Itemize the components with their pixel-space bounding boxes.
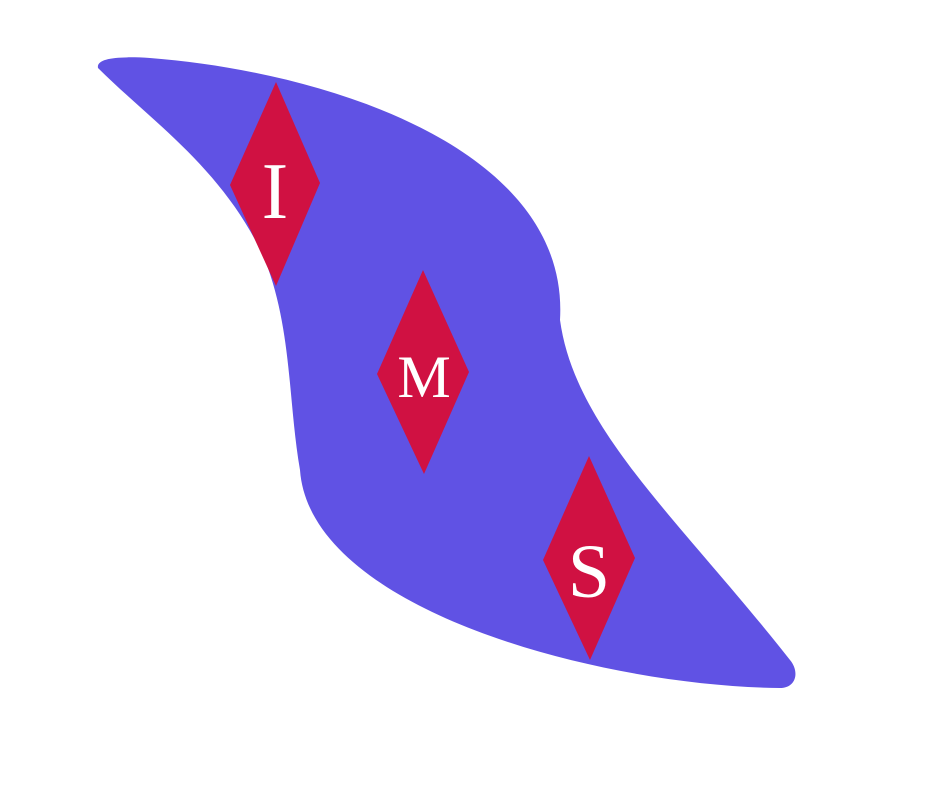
diamond-s-shape [543, 456, 635, 660]
diamond-m-shape [377, 270, 469, 474]
letter-m: M [397, 344, 450, 410]
diamond-m: M [377, 270, 469, 474]
letter-s: S [568, 530, 610, 614]
diamond-i-shape [230, 82, 320, 286]
letter-i: I [262, 148, 289, 236]
diamond-s: S [543, 456, 635, 660]
diamond-i: I [230, 82, 320, 286]
